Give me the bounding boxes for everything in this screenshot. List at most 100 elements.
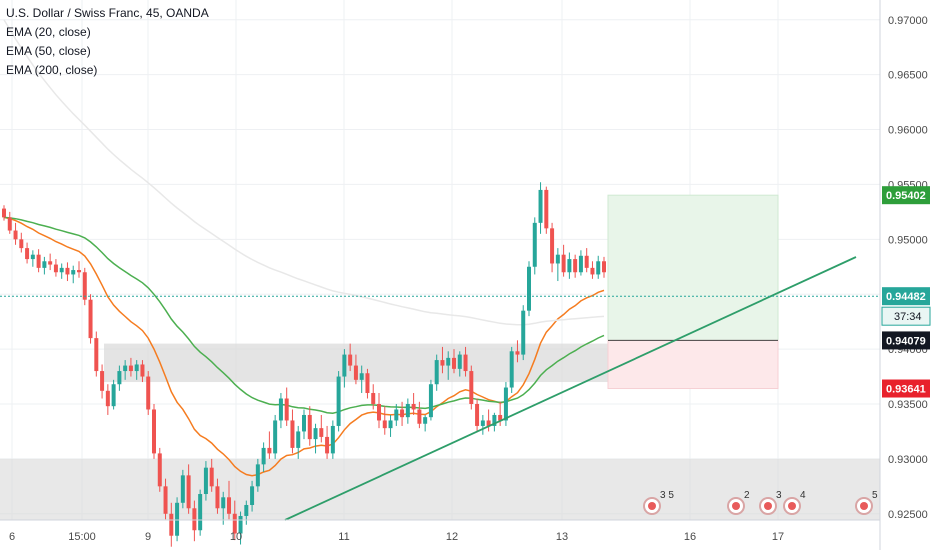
- candle-body: [590, 267, 595, 275]
- price-tick-label: 0.93000: [888, 454, 928, 466]
- time-tick-label: 17: [772, 531, 784, 543]
- price-tick-label: 0.95000: [888, 234, 928, 246]
- candle-body: [296, 431, 301, 448]
- candle-body: [30, 254, 35, 260]
- candle-body: [209, 467, 214, 487]
- symbol-title[interactable]: U.S. Dollar / Swiss Franc, 45, OANDA: [6, 6, 209, 20]
- candle-body: [123, 365, 128, 372]
- ema200-line: [3, 19, 605, 326]
- candle-body: [146, 376, 151, 410]
- stop-price-tag: 0.93641: [886, 384, 926, 396]
- candle-body: [353, 365, 358, 380]
- candle-body: [469, 371, 474, 404]
- candle-body: [163, 486, 168, 514]
- candle-body: [180, 475, 185, 503]
- event-flag-dot: [788, 502, 796, 510]
- price-tick-label: 0.92500: [888, 509, 928, 521]
- candle-body: [342, 354, 347, 377]
- candle-body: [53, 264, 58, 273]
- candlesticks: [2, 182, 606, 547]
- candle-body: [417, 409, 422, 424]
- candle-body: [7, 217, 12, 231]
- trendline: [284, 256, 857, 521]
- candle-body: [423, 417, 428, 424]
- candle-body: [100, 371, 105, 391]
- event-count-label: 2: [744, 490, 750, 501]
- study-ema50-label[interactable]: EMA (50, close): [6, 44, 91, 58]
- candle-body: [117, 371, 122, 385]
- economic-events[interactable]: 3 5 2 3 4 5: [643, 490, 878, 515]
- candle-body: [359, 373, 364, 380]
- current-price-tag: 0.94482: [886, 291, 926, 303]
- time-axis[interactable]: 6 15:00 9 10 11 12 13 16 17: [0, 519, 880, 543]
- candle-body: [521, 310, 526, 355]
- candle-body: [48, 261, 53, 265]
- candle-body: [71, 270, 76, 275]
- event-flag-dot: [764, 502, 772, 510]
- candle-body: [82, 272, 87, 300]
- study-ema200-label[interactable]: EMA (200, close): [6, 63, 98, 77]
- candle-body: [244, 504, 249, 516]
- candle-body: [25, 248, 30, 260]
- candle-body: [313, 428, 318, 440]
- study-ema20-label[interactable]: EMA (20, close): [6, 25, 91, 39]
- candle-body: [19, 239, 24, 249]
- candle-body: [578, 255, 583, 273]
- time-tick-label: 15:00: [68, 531, 96, 543]
- candle-body: [411, 403, 416, 410]
- price-tick-label: 0.97000: [888, 15, 928, 27]
- candle-body: [515, 351, 520, 355]
- price-axis[interactable]: 0.925000.930000.935000.940000.945000.950…: [879, 0, 931, 550]
- candle-body: [394, 409, 399, 421]
- candle-body: [336, 376, 341, 426]
- long-position-tool[interactable]: [607, 194, 779, 390]
- candle-body: [134, 364, 139, 372]
- candle-body: [2, 208, 6, 218]
- candle-body: [261, 447, 266, 465]
- candle-body: [105, 390, 110, 407]
- candle-body: [267, 447, 272, 454]
- candle-body: [475, 403, 480, 426]
- candle-body: [319, 428, 324, 437]
- candle-body: [169, 513, 174, 536]
- zone-rect-upper: [104, 343, 692, 383]
- candle-body: [452, 357, 456, 369]
- candle-body: [192, 508, 197, 531]
- candle-body: [302, 414, 306, 432]
- time-tick-label: 10: [230, 531, 242, 543]
- ema50-line: [3, 216, 605, 414]
- candle-body: [238, 515, 243, 534]
- candle-body: [509, 351, 514, 388]
- candle-body: [400, 409, 405, 418]
- candle-body: [307, 414, 312, 440]
- event-flag-dot: [648, 502, 656, 510]
- candle-body: [377, 403, 381, 421]
- time-tick-label: 16: [684, 531, 696, 543]
- candle-body: [175, 502, 180, 536]
- candle-body: [290, 420, 295, 448]
- candle-body: [232, 513, 237, 534]
- candle-body: [573, 259, 578, 273]
- event-flag-dot: [732, 502, 740, 510]
- candle-body: [371, 393, 376, 404]
- candle-body: [157, 453, 162, 487]
- current-price-tag-bg: [882, 287, 930, 306]
- profit-zone: [607, 194, 779, 341]
- candle-body: [42, 261, 47, 268]
- ema-lines: [3, 19, 605, 477]
- candle-body: [544, 189, 549, 229]
- countdown-label: 37:34: [894, 311, 922, 323]
- candle-body: [382, 420, 387, 429]
- candle-body: [94, 338, 99, 372]
- event-count-label: 4: [800, 490, 806, 501]
- candle-body: [550, 228, 555, 264]
- event-count-label: 5: [872, 490, 878, 501]
- candle-body: [567, 259, 572, 273]
- candle-body: [527, 266, 531, 311]
- candle-body: [492, 414, 497, 426]
- trendline-overlay[interactable]: [0, 256, 880, 521]
- candle-body: [273, 420, 278, 454]
- time-tick-label: 12: [446, 531, 458, 543]
- candle-body: [555, 254, 560, 264]
